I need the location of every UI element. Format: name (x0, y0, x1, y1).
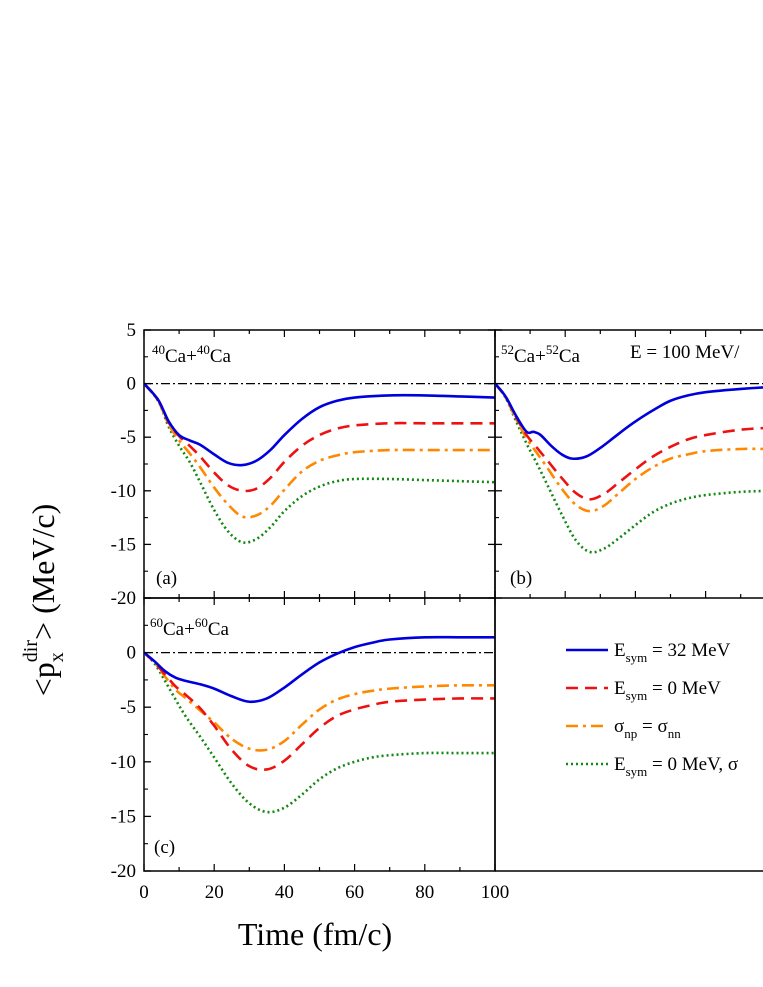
legend-item-both: Esym = 0 MeV, σ (566, 754, 738, 779)
y-tick-label: -10 (111, 481, 136, 502)
x-tick-label: 40 (275, 882, 294, 903)
x-tick-label: 20 (205, 882, 224, 903)
x-tick-label: 60 (345, 882, 364, 903)
series-line-esym0 (495, 382, 763, 501)
legend-label: Esym = 32 MeV (614, 640, 731, 665)
x-tick-label: 80 (415, 882, 434, 903)
x-axis-title: Time (fm/c) (238, 916, 392, 952)
y-axis-title-text: <pxdir> (MeV/c) (20, 504, 68, 696)
panel-b-system: 52Ca+52Ca (501, 342, 581, 367)
panel-c-ticks: 0-5-10-15-200 20 40 60 80 100 (111, 597, 510, 903)
legend: Esym = 32 MeV Esym = 0 MeV σnp = σnn Esym =… (566, 640, 738, 779)
panel-a-system: 40Ca+40Ca (152, 342, 232, 367)
panel-b-plot (495, 382, 763, 554)
panel-c-label: (c) (154, 837, 175, 858)
legend-item-esym32: Esym = 32 MeV (566, 640, 731, 665)
panel-a: 5 0 -5 -10 -15 -20 (a) 40Ca+40Ca (111, 320, 496, 609)
y-tick-label: 0 (127, 643, 137, 664)
y-tick-label: -5 (120, 427, 136, 448)
y-tick-label: -15 (111, 806, 136, 827)
legend-item-esym0: Esym = 0 MeV (566, 678, 721, 703)
x-tick-label: 0 (139, 882, 149, 903)
panel-b-label: (b) (510, 568, 532, 589)
panel-a-plot (144, 382, 495, 544)
panel-b-ticks (488, 329, 742, 599)
series-line-sigma (144, 651, 495, 752)
panel-c-plot (144, 635, 495, 814)
legend-item-sigma: σnp = σnn (566, 716, 681, 741)
y-tick-label: -20 (111, 588, 136, 609)
legend-label: Esym = 0 MeV, σ (614, 754, 738, 779)
series-line-both (495, 382, 763, 554)
y-tick-label: -15 (111, 534, 136, 555)
panel-a-ticks: 5 0 -5 -10 -15 -20 (111, 320, 496, 609)
legend-label: Esym = 0 MeV (614, 678, 721, 703)
y-tick-label: -10 (111, 752, 136, 773)
legend-label: σnp = σnn (614, 716, 681, 741)
series-line-esym32 (144, 382, 495, 467)
y-tick-label: 5 (127, 320, 137, 341)
panel-d: Esym = 32 MeV Esym = 0 MeV σnp = σnn Esym =… (494, 598, 763, 872)
panel-a-frame (143, 329, 496, 599)
panel-c: 0-5-10-15-200 20 40 60 80 100 (c) 60Ca+60Ca (111, 597, 510, 903)
y-tick-label: 0 (127, 374, 137, 395)
panel-c-frame (143, 597, 496, 872)
series-line-esym32 (144, 635, 495, 704)
panel-b-frame (494, 329, 763, 599)
y-tick-label: -20 (111, 861, 136, 882)
y-axis-title: <pxdir> (MeV/c) (20, 504, 68, 696)
energy-label: E = 100 MeV/ (630, 342, 740, 363)
series-line-esym32 (495, 382, 763, 461)
panel-c-system: 60Ca+60Ca (150, 615, 230, 640)
panel-b: (b) 52Ca+52Ca E = 100 MeV/ (488, 329, 763, 599)
series-line-sigma (495, 382, 763, 513)
series-line-both (144, 651, 495, 814)
series-line-esym0 (144, 651, 495, 772)
panel-a-label: (a) (156, 568, 177, 589)
y-tick-label: -5 (120, 697, 136, 718)
x-tick-label: 100 (481, 882, 510, 903)
series-line-sigma (144, 382, 495, 519)
